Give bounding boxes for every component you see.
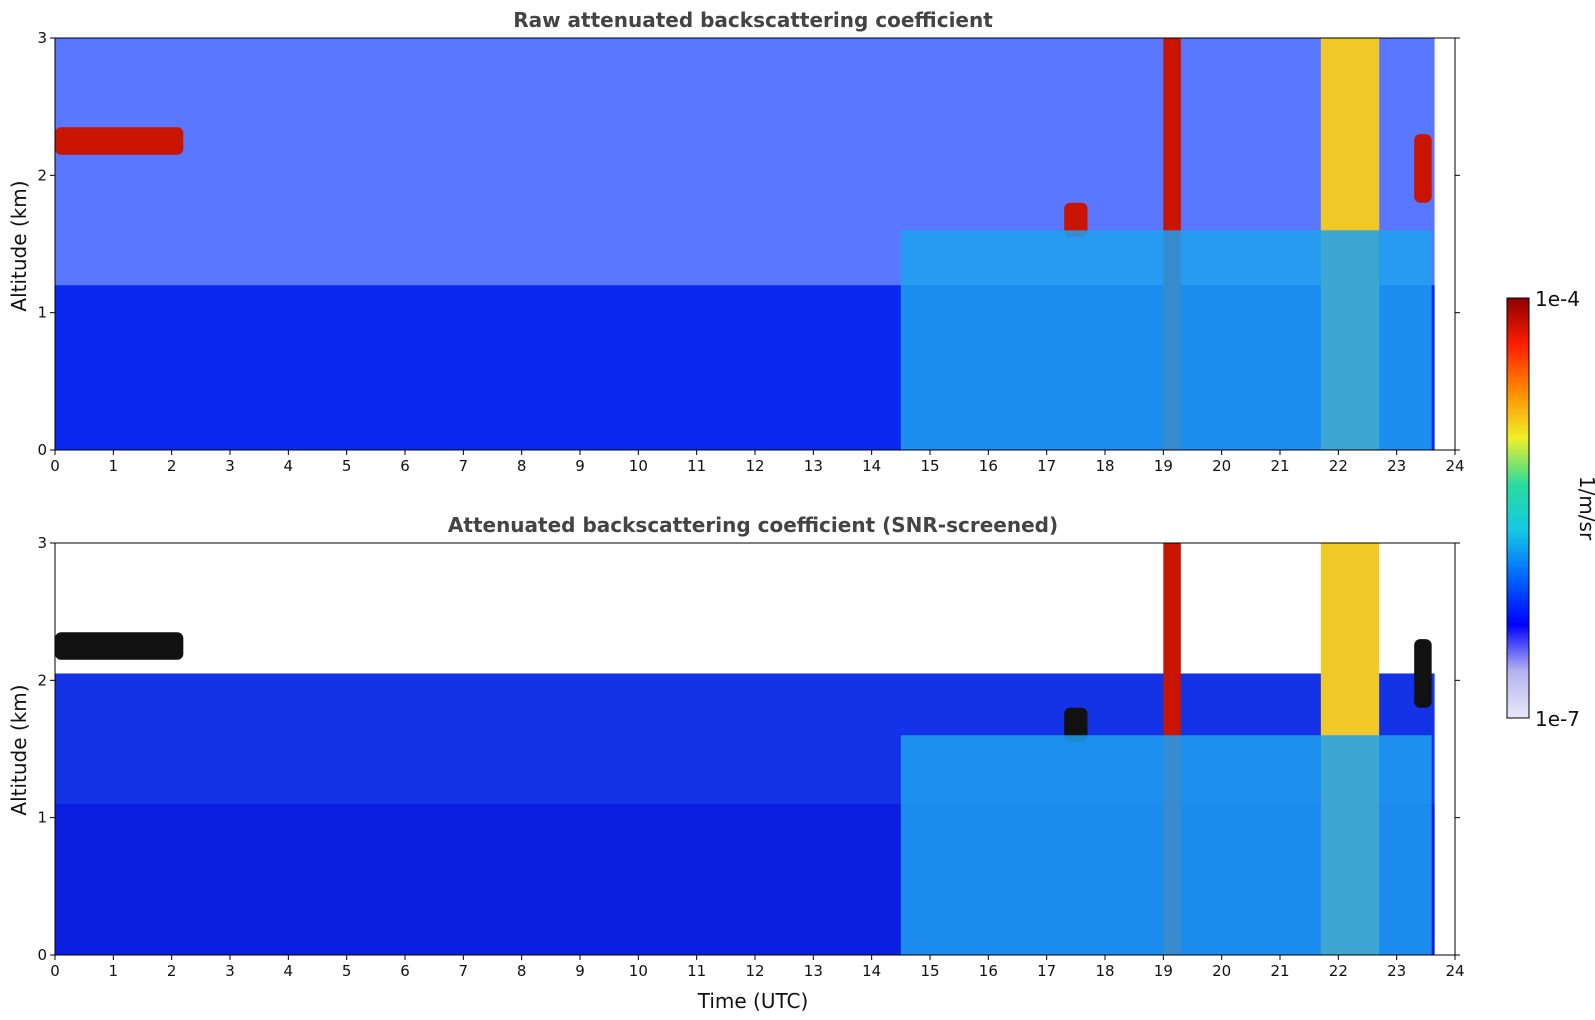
x-tick-label: 23 <box>1387 457 1406 475</box>
x-tick-label: 12 <box>745 962 764 980</box>
snr-screened-panel: Attenuated backscattering coefficient (S… <box>7 513 1465 1013</box>
x-tick-label: 1 <box>109 962 119 980</box>
x-tick-label: 4 <box>284 457 294 475</box>
x-tick-label: 7 <box>459 457 469 475</box>
x-tick-label: 18 <box>1095 457 1114 475</box>
colorbar-min-label: 1e-7 <box>1535 707 1580 731</box>
x-tick-label: 17 <box>1037 962 1056 980</box>
y-tick-label: 3 <box>37 29 47 47</box>
x-tick-label: 13 <box>804 457 823 475</box>
x-tick-label: 8 <box>517 457 527 475</box>
x-tick-label: 22 <box>1329 962 1348 980</box>
x-tick-label: 24 <box>1445 457 1464 475</box>
cloud-mark <box>1064 707 1088 743</box>
x-tick-label: 19 <box>1154 962 1173 980</box>
x-tick-label: 16 <box>979 962 998 980</box>
aerosol-layer-mark <box>900 230 1432 450</box>
x-tick-label: 20 <box>1212 457 1231 475</box>
x-tick-label: 21 <box>1270 457 1289 475</box>
panel-title: Raw attenuated backscattering coefficien… <box>513 8 993 32</box>
x-tick-label: 9 <box>575 962 585 980</box>
y-tick-label: 2 <box>37 671 47 689</box>
x-axis-label: Time (UTC) <box>697 989 809 1013</box>
x-tick-label: 15 <box>920 457 939 475</box>
x-tick-label: 0 <box>50 962 60 980</box>
y-axis: 0 1 2 3 <box>37 534 1460 964</box>
x-tick-label: 19 <box>1154 457 1173 475</box>
x-tick-label: 14 <box>862 962 881 980</box>
colorbar-max-label: 1e-4 <box>1535 287 1580 311</box>
x-tick-label: 5 <box>342 962 352 980</box>
cloud-mark <box>1414 134 1432 203</box>
x-tick-label: 20 <box>1212 962 1231 980</box>
y-tick-label: 1 <box>37 809 47 827</box>
cloud-layer-mark <box>55 632 184 660</box>
panel-title: Attenuated backscattering coefficient (S… <box>448 513 1058 537</box>
plot-area <box>54 37 1456 451</box>
x-tick-label: 9 <box>575 457 585 475</box>
x-tick-label: 16 <box>979 457 998 475</box>
x-tick-label: 22 <box>1329 457 1348 475</box>
raw-backscatter-panel: Raw attenuated backscattering coefficien… <box>7 8 1465 475</box>
x-tick-label: 3 <box>225 457 235 475</box>
cloud-layer-mark <box>55 127 184 155</box>
x-tick-label: 2 <box>167 962 177 980</box>
x-tick-label: 6 <box>400 457 410 475</box>
y-axis-label: Altitude (km) <box>7 684 31 815</box>
y-tick-label: 2 <box>37 166 47 184</box>
x-tick-label: 3 <box>225 962 235 980</box>
x-tick-label: 21 <box>1270 962 1289 980</box>
colorbar-gradient <box>1506 297 1530 719</box>
x-tick-label: 23 <box>1387 962 1406 980</box>
x-tick-label: 10 <box>629 962 648 980</box>
x-tick-label: 17 <box>1037 457 1056 475</box>
x-tick-label: 11 <box>687 962 706 980</box>
x-tick-label: 8 <box>517 962 527 980</box>
x-tick-label: 0 <box>50 457 60 475</box>
x-tick-label: 13 <box>804 962 823 980</box>
y-tick-label: 3 <box>37 534 47 552</box>
x-tick-label: 24 <box>1445 962 1464 980</box>
x-tick-label: 1 <box>109 457 119 475</box>
colorbar: 1e-4 1e-7 1/m/sr <box>1506 287 1595 731</box>
x-tick-label: 18 <box>1095 962 1114 980</box>
cloud-mark <box>1414 639 1432 708</box>
x-tick-label: 14 <box>862 457 881 475</box>
x-tick-label: 12 <box>745 457 764 475</box>
y-axis-label: Altitude (km) <box>7 180 31 311</box>
x-axis: 0 1 2 3 4 5 6 7 8 9 10 11 12 13 14 15 16 17 18 19 20 21 22 23 24 <box>50 450 1465 475</box>
x-tick-label: 6 <box>400 962 410 980</box>
x-tick-label: 15 <box>920 962 939 980</box>
x-tick-label: 4 <box>284 962 294 980</box>
y-tick-label: 0 <box>37 946 47 964</box>
x-tick-label: 5 <box>342 457 352 475</box>
y-tick-label: 0 <box>37 441 47 459</box>
x-tick-label: 11 <box>687 457 706 475</box>
plot-area <box>54 542 1456 956</box>
x-tick-label: 2 <box>167 457 177 475</box>
x-tick-label: 7 <box>459 962 469 980</box>
x-axis: 0 1 2 3 4 5 6 7 8 9 10 11 12 13 14 15 16 17 18 19 20 21 22 23 24 <box>50 955 1465 980</box>
aerosol-layer-mark <box>900 735 1432 955</box>
colorbar-units-label: 1/m/sr <box>1575 476 1595 541</box>
cloud-mark <box>1064 202 1088 238</box>
y-axis: 0 1 2 3 <box>37 29 1460 459</box>
y-tick-label: 1 <box>37 304 47 322</box>
x-tick-label: 10 <box>629 457 648 475</box>
